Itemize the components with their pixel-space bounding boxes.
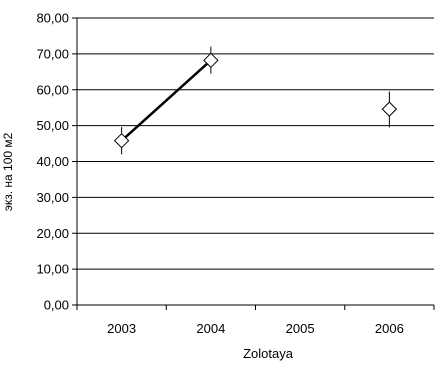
series-lines bbox=[120, 59, 212, 142]
y-tick-label: 60,00 bbox=[36, 82, 69, 97]
y-tick-label: 40,00 bbox=[36, 154, 69, 169]
x-tick-label: 2003 bbox=[107, 321, 136, 336]
y-tick-label: 0,00 bbox=[44, 298, 69, 313]
data-point bbox=[381, 101, 398, 117]
x-tick-labels: 2003 2004 2005 2006 bbox=[107, 321, 404, 336]
x-tick-label: 2004 bbox=[196, 321, 225, 336]
data-points bbox=[113, 52, 398, 149]
data-point bbox=[113, 132, 130, 149]
series-line bbox=[120, 59, 212, 142]
y-tick-label: 80,00 bbox=[36, 11, 69, 26]
y-tick-label: 20,00 bbox=[36, 226, 69, 241]
x-tick-label: 2006 bbox=[375, 321, 404, 336]
axes bbox=[72, 17, 435, 310]
gridlines bbox=[77, 17, 434, 270]
y-tick-label: 50,00 bbox=[36, 118, 69, 133]
x-axis-label: Zolotaya bbox=[243, 346, 294, 361]
x-tick-label: 2005 bbox=[286, 321, 315, 336]
y-tick-label: 30,00 bbox=[36, 190, 69, 205]
error-bars bbox=[121, 46, 390, 155]
y-tick-label: 70,00 bbox=[36, 46, 69, 61]
y-tick-label: 10,00 bbox=[36, 262, 69, 277]
data-point bbox=[203, 52, 219, 69]
y-axis-label: экз. на 100 м2 bbox=[1, 132, 15, 211]
y-tick-labels: 0,00 10,00 20,00 30,00 40,00 50,00 60,00 70,00 8… bbox=[36, 11, 69, 313]
